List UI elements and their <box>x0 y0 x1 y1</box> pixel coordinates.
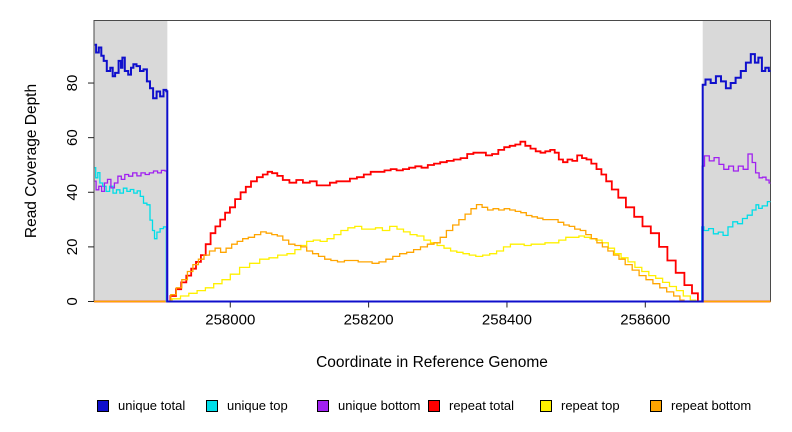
x-tick-label: 258200 <box>344 312 394 329</box>
legend-item-unique-bottom: unique bottom <box>317 398 420 413</box>
series-unique-bottom <box>94 153 771 303</box>
legend-item-repeat-bottom: repeat bottom <box>650 398 751 413</box>
x-tick-label: 258600 <box>620 312 670 329</box>
masked-region-band <box>94 20 168 302</box>
legend-swatch-repeat-total <box>428 399 440 412</box>
y-axis-title: Read Coverage Depth <box>23 84 40 238</box>
masked-region-bands <box>94 20 771 302</box>
legend-swatch-repeat-bottom <box>650 399 662 412</box>
y-tick-label: 80 <box>64 75 81 92</box>
plot-border <box>93 20 771 302</box>
legend-label-unique-bottom: unique bottom <box>338 398 421 413</box>
series-repeat-bottom <box>94 203 771 303</box>
legend-swatch-unique-bottom <box>317 399 329 412</box>
legend-label-unique-total: unique total <box>118 398 186 413</box>
legend-label-repeat-total: repeat total <box>449 398 515 413</box>
legend-item-repeat-top: repeat top <box>540 398 620 413</box>
axis-ticks: 258000 258200 258400 258600 0 20 40 60 80 <box>64 75 670 329</box>
legend-label-unique-top: unique top <box>227 398 288 413</box>
legend-item-unique-top: unique top <box>206 398 288 413</box>
series-repeat-top <box>94 225 771 303</box>
x-tick-label: 258000 <box>205 312 255 329</box>
legend-swatch-unique-total <box>97 399 109 412</box>
x-tick-label: 258400 <box>482 312 532 329</box>
y-tick-label: 20 <box>64 239 81 256</box>
series-unique-top <box>94 167 771 303</box>
x-axis-title: Coordinate in Reference Genome <box>316 354 548 371</box>
data-series <box>94 43 771 303</box>
legend-label-repeat-top: repeat top <box>561 398 620 413</box>
series-unique-total <box>94 43 771 303</box>
y-tick-label: 40 <box>64 184 81 201</box>
series-repeat-total <box>94 140 771 303</box>
plot-box <box>93 20 771 302</box>
y-tick-label: 0 <box>64 297 81 305</box>
legend-swatch-repeat-top <box>540 399 552 412</box>
legend-swatch-unique-top <box>206 399 218 412</box>
legend-item-repeat-total: repeat total <box>428 398 514 413</box>
legend-label-repeat-bottom: repeat bottom <box>671 398 752 413</box>
y-tick-label: 60 <box>64 129 81 146</box>
legend-item-unique-total: unique total <box>97 398 185 413</box>
